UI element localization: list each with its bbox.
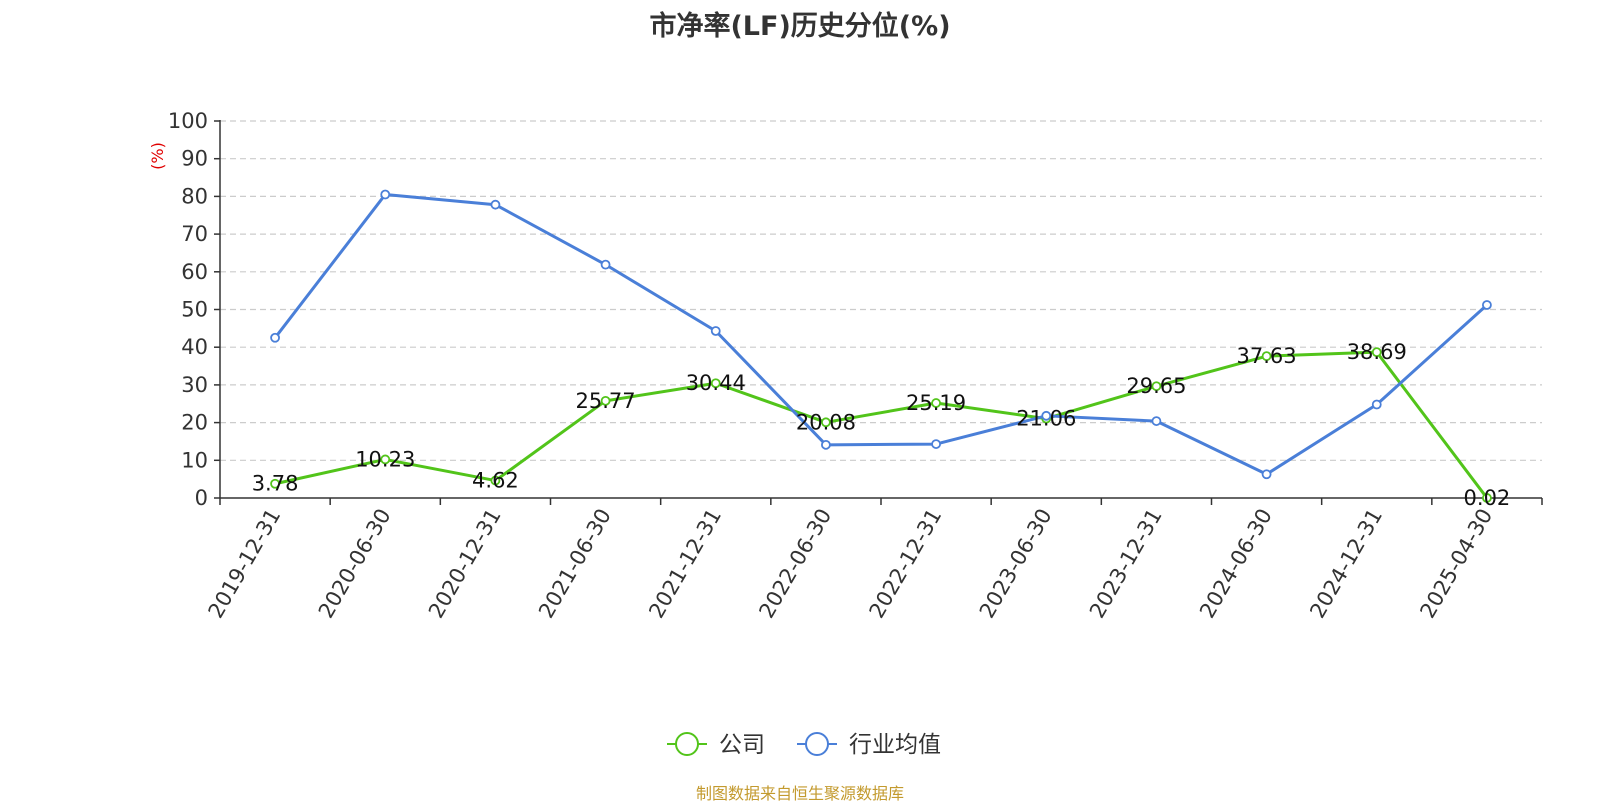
data-label: 25.77 xyxy=(576,389,636,413)
data-point xyxy=(821,439,831,450)
series-lines xyxy=(270,189,1492,503)
axes xyxy=(219,120,1543,505)
data-point xyxy=(1371,399,1382,410)
y-tick-label: 70 xyxy=(181,222,208,246)
legend-marker-industry-icon xyxy=(805,732,829,756)
chart-title: 市净率(LF)历史分位(%) xyxy=(649,11,951,42)
y-tick-label: 50 xyxy=(181,298,208,322)
data-point xyxy=(931,439,941,449)
data-point xyxy=(1151,416,1162,426)
data-point xyxy=(931,398,941,408)
y-tick-label: 0 xyxy=(195,486,208,510)
data-point xyxy=(1151,381,1162,392)
y-tick-label: 80 xyxy=(181,184,208,208)
x-tick-label: 2022-06-30 xyxy=(754,505,836,623)
x-tick-label: 2023-06-30 xyxy=(975,505,1057,623)
data-label: 10.23 xyxy=(355,447,415,471)
source-note: 制图数据来自恒生聚源数据库 xyxy=(695,784,904,803)
data-label: 37.63 xyxy=(1237,344,1297,368)
data-point xyxy=(600,259,611,270)
data-label: 4.62 xyxy=(472,469,519,493)
data-point xyxy=(710,378,721,389)
y-axis-label: (%) xyxy=(148,142,167,170)
y-axis-ticks: 0 10 20 30 40 50 60 70 80 90 100 xyxy=(168,109,220,510)
legend-label[interactable]: 公司 xyxy=(719,732,765,758)
x-tick-label: 2022-12-31 xyxy=(865,504,947,622)
data-label: 21.06 xyxy=(1016,407,1076,431)
series-line-company xyxy=(274,350,1489,499)
x-tick-label: 2024-06-30 xyxy=(1195,505,1277,623)
y-tick-label: 10 xyxy=(181,448,208,472)
y-tick-label: 40 xyxy=(181,335,208,359)
data-point xyxy=(710,326,721,336)
data-point xyxy=(1482,493,1492,503)
x-tick-label: 2024-12-31 xyxy=(1305,505,1387,623)
legend: 公司 行业均值 xyxy=(667,732,941,758)
data-point xyxy=(1371,347,1382,358)
data-point xyxy=(270,332,280,343)
y-tick-label: 60 xyxy=(181,260,208,284)
y-tick-label: 90 xyxy=(181,147,208,171)
data-point xyxy=(380,189,391,200)
series-line-industry-average xyxy=(273,193,1488,476)
y-tick-label: 30 xyxy=(181,373,208,397)
data-point xyxy=(490,199,501,210)
data-point xyxy=(600,395,611,406)
x-tick-label: 2020-12-31 xyxy=(424,504,506,622)
y-tick-label: 100 xyxy=(168,109,208,133)
x-tick-label: 2021-06-30 xyxy=(534,505,616,623)
x-tick-label: 2019-12-31 xyxy=(204,505,286,623)
data-point xyxy=(821,417,831,428)
data-label: 25.19 xyxy=(906,391,966,415)
x-tick-label: 2021-12-31 xyxy=(644,505,726,623)
legend-marker-company-icon xyxy=(675,732,699,756)
data-point xyxy=(270,478,280,489)
data-label: 29.65 xyxy=(1126,374,1186,398)
data-labels: 3.78 10.23 4.62 25.77 30.44 20.08 25.19 21.06 29… xyxy=(252,340,1511,510)
x-axis-ticks: 2019-12-31 2020-06-30 2020-12-31 2021-06-30… xyxy=(204,504,1498,622)
x-tick-label: 2020-06-30 xyxy=(314,505,396,623)
data-point xyxy=(380,454,391,465)
data-label: 0.02 xyxy=(1464,486,1511,510)
data-label: 20.08 xyxy=(796,410,856,434)
data-label: 3.78 xyxy=(252,472,299,496)
legend-label[interactable]: 行业均值 xyxy=(849,732,941,758)
x-tick-label: 2023-12-31 xyxy=(1085,505,1167,623)
data-point xyxy=(1482,300,1492,310)
y-tick-label: 20 xyxy=(181,411,208,435)
data-point xyxy=(1041,410,1052,421)
data-point xyxy=(1261,469,1272,480)
data-label: 30.44 xyxy=(686,371,746,395)
data-label: 38.69 xyxy=(1347,340,1407,364)
grid-lines xyxy=(220,120,1542,461)
data-point xyxy=(1261,351,1272,362)
data-point xyxy=(490,475,501,486)
x-tick-label: 2025-04-30 xyxy=(1415,505,1497,623)
